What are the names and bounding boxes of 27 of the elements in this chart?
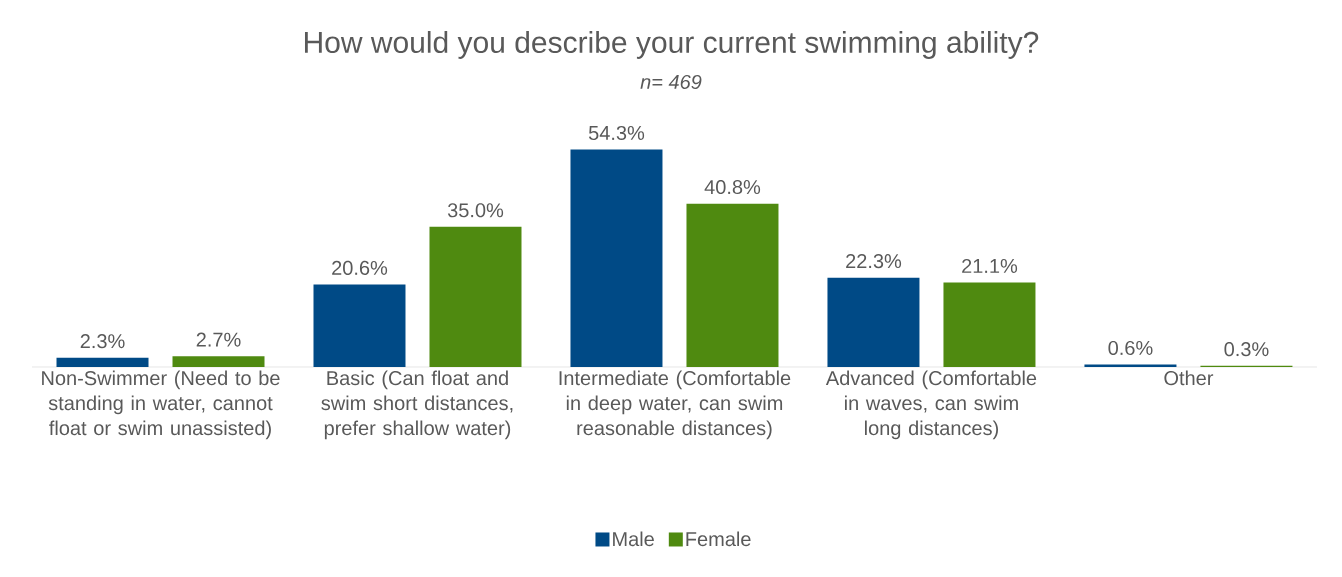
data-label: 0.6% xyxy=(1108,340,1153,356)
data-label: 54.3% xyxy=(588,125,645,141)
chart-title: How would you describe your current swimming ability? xyxy=(304,31,1039,59)
x-tick-label: Other xyxy=(1164,370,1214,386)
bar xyxy=(429,226,522,367)
bar xyxy=(827,277,920,367)
bar xyxy=(943,282,1036,367)
chart-subtitle: n= 469 xyxy=(640,74,702,90)
bar xyxy=(172,356,265,367)
data-label: 35.0% xyxy=(447,203,504,218)
data-label: 2.3% xyxy=(80,334,125,349)
data-label: 0.3% xyxy=(1224,342,1269,357)
bar xyxy=(313,284,406,367)
x-tick-label: Intermediate (Comfortable in deep water, can swim reasonable distances) xyxy=(559,370,791,440)
legend-label: Female xyxy=(686,531,751,547)
bar xyxy=(570,149,663,367)
x-tick-label: Basic (Can float and swim short distances, prefer shallow water) xyxy=(321,370,513,440)
x-tick-label: Non-Swimmer (Need to be standing in water, cannot float or swim unassisted) xyxy=(42,370,280,440)
data-label: 22.3% xyxy=(846,254,902,269)
legend-label: Male xyxy=(613,531,654,547)
data-label: 20.6% xyxy=(332,260,388,275)
bar xyxy=(56,357,149,367)
bar xyxy=(686,203,779,367)
data-label: 40.8% xyxy=(704,179,761,195)
data-label: 21.1% xyxy=(962,258,1018,273)
x-tick-label: Advanced (Comfortable in waves, can swim long distances) xyxy=(825,370,1037,440)
data-label: 2.7% xyxy=(196,332,241,347)
